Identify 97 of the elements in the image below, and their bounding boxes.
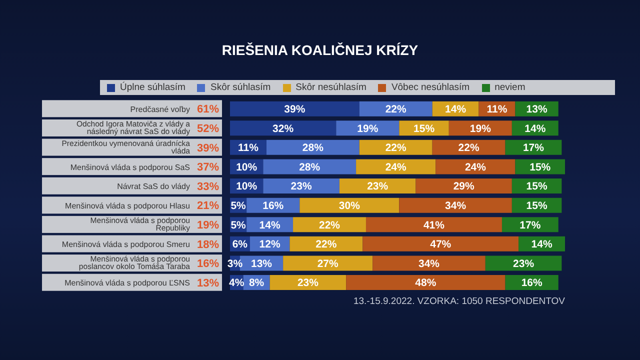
data-label: 23% — [367, 180, 389, 193]
legend-label: Skôr súhlasím — [210, 82, 271, 93]
bar — [263, 178, 340, 194]
data-label: 28% — [302, 142, 324, 154]
bar — [339, 178, 416, 194]
data-label: 29% — [453, 180, 476, 193]
text: 33% — [196, 180, 220, 193]
data-label: 14% — [531, 238, 553, 251]
data-label: 22% — [385, 142, 408, 154]
bar — [502, 217, 558, 232]
text: 39% — [196, 142, 220, 154]
bar — [432, 140, 506, 155]
data-label: 4% — [229, 277, 245, 290]
bar — [230, 120, 336, 136]
bar — [300, 198, 400, 213]
bar — [485, 256, 562, 271]
data-label: 12% — [259, 238, 281, 251]
bar — [290, 236, 363, 252]
data-label: 19% — [357, 122, 379, 135]
y-tick-label: Menšinová vláda s podporou ĽSNS — [64, 278, 190, 288]
chart-title: RIEŠENIA KOALIČNEJ KRÍZY — [220, 42, 420, 58]
bar — [416, 178, 512, 194]
data-label: 28% — [299, 161, 321, 174]
data-label: 5% — [230, 219, 247, 232]
text: 37% — [196, 162, 220, 174]
data-label: 15% — [414, 122, 436, 135]
data-label: 17% — [522, 142, 545, 154]
data-label: 19% — [470, 122, 492, 135]
bar — [359, 140, 432, 155]
data-label: 14% — [259, 219, 281, 232]
data-label: 14% — [445, 104, 467, 116]
data-label: 23% — [513, 258, 535, 270]
data-label: 15% — [526, 200, 548, 212]
data-label: 16% — [262, 200, 284, 212]
data-label: 15% — [530, 161, 552, 174]
text: 19% — [196, 219, 220, 232]
text: 16% — [196, 258, 220, 270]
legend-label: Vôbec nesúhlasím — [391, 82, 470, 93]
data-label: 41% — [423, 219, 446, 232]
data-label: 8% — [248, 277, 265, 290]
data-label: 32% — [272, 122, 294, 135]
data-label: 16% — [521, 277, 544, 290]
data-label: 30% — [338, 200, 361, 212]
data-label: 34% — [445, 200, 467, 212]
data-label: 39% — [284, 104, 306, 116]
data-label: 22% — [318, 219, 341, 232]
y-tick-label: Menšinová vláda s podporou SaS — [70, 162, 190, 172]
data-label: 14% — [524, 122, 546, 135]
data-label: 13% — [526, 104, 548, 116]
legend-label: neviem — [494, 82, 526, 93]
y-tick-label: Menšinová vláda s podporou Hlasu — [65, 201, 190, 210]
data-label: 48% — [415, 277, 437, 290]
text: 21% — [196, 200, 220, 212]
text: 61% — [196, 104, 220, 116]
data-label: 11% — [238, 142, 260, 154]
data-label: 10% — [236, 161, 258, 174]
data-label: 24% — [464, 161, 487, 174]
data-label: 10% — [236, 180, 258, 193]
data-label: 23% — [297, 277, 320, 290]
data-label: 3% — [227, 258, 244, 270]
data-label: 13% — [251, 258, 273, 270]
data-label: 34% — [418, 258, 440, 270]
data-label: 47% — [430, 238, 452, 251]
data-label: 17% — [520, 219, 542, 232]
data-label: 24% — [385, 161, 408, 174]
bar — [346, 275, 506, 290]
data-label: 22% — [316, 238, 338, 251]
data-label: 11% — [486, 104, 508, 116]
data-label: 22% — [385, 104, 408, 116]
y-tick-label: Predčasné voľby — [130, 104, 190, 114]
data-label: 15% — [526, 180, 548, 193]
bar — [436, 159, 516, 174]
bar — [366, 217, 502, 232]
bar — [263, 159, 356, 174]
y-tick-label: Návrat SaS do vlády — [117, 182, 190, 192]
bar — [356, 159, 436, 174]
bar — [362, 236, 519, 252]
data-label: 5% — [230, 200, 247, 212]
bar — [283, 256, 373, 271]
text: 52% — [196, 122, 220, 135]
text: 13.-15.9.2022. VZORKA: 1050 RESPONDENTOV — [353, 296, 565, 307]
bar — [359, 101, 432, 116]
y-tick-label: Menšinová vláda s podporou Smeru — [62, 240, 190, 249]
bar — [293, 217, 366, 232]
bar — [399, 198, 512, 213]
bar — [266, 140, 360, 155]
bar — [372, 256, 486, 271]
data-label: 22% — [458, 142, 480, 154]
text: 18% — [196, 238, 220, 251]
data-label: 6% — [232, 238, 248, 251]
text: 13% — [196, 277, 220, 290]
data-label: 23% — [290, 180, 312, 193]
legend-label: Úplne súhlasím — [120, 82, 186, 93]
data-label: 27% — [317, 258, 340, 270]
legend-label: Skôr nesúhlasím — [296, 82, 366, 93]
bar — [230, 101, 360, 116]
bar — [270, 275, 346, 290]
